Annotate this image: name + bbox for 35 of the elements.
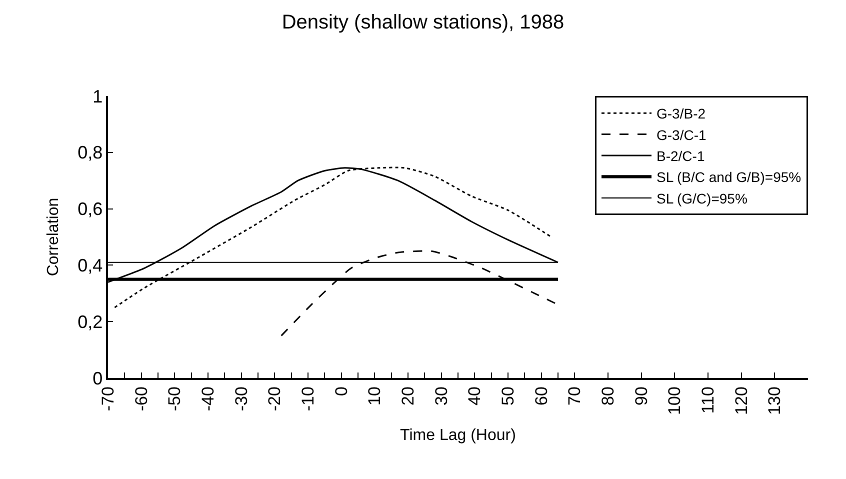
x-tick-label: 50 [498, 386, 518, 406]
x-tick-label: 100 [665, 386, 684, 415]
x-tick-label: 0 [332, 386, 351, 396]
x-axis-title: Time Lag (Hour) [400, 427, 516, 444]
x-tick-label: -20 [265, 386, 284, 412]
chart-title: Density (shallow stations), 1988 [282, 11, 564, 34]
legend-label: G-3/C-1 [656, 126, 706, 143]
x-tick-label: 30 [432, 386, 451, 406]
x-tick-label: 130 [765, 386, 784, 415]
x-tick-label: 120 [732, 386, 751, 415]
x-tick-label: 20 [398, 386, 418, 406]
y-tick-label: 0,6 [78, 199, 103, 220]
x-tick-label: 90 [632, 386, 651, 406]
y-tick-label: 0 [92, 368, 103, 388]
x-tick-label: 40 [465, 386, 484, 406]
x-tick-label: 70 [565, 386, 584, 406]
y-tick-label: 0,4 [78, 256, 103, 276]
legend-label: B-2/C-1 [656, 148, 705, 164]
x-tick-label: -70 [98, 386, 118, 412]
x-tick-label: 110 [698, 386, 718, 414]
y-axis-title: Correlation [45, 198, 62, 276]
legend-label: SL (B/C and G/B)=95% [656, 169, 802, 186]
x-tick-label: -50 [165, 386, 184, 412]
y-tick-label: 0,8 [78, 142, 103, 163]
x-tick-label: 10 [365, 386, 384, 406]
y-tick-label: 0,2 [78, 312, 103, 332]
legend-label: SL (G/C)=95% [656, 190, 748, 206]
legend-label: G-3/B-2 [656, 106, 706, 122]
x-tick-label: -60 [132, 386, 151, 412]
x-tick-label: -40 [198, 386, 218, 412]
x-tick-label: 80 [598, 386, 618, 406]
x-tick-label: 60 [532, 386, 551, 406]
y-tick-label: 1 [92, 86, 103, 106]
x-tick-label: -30 [232, 386, 251, 412]
x-tick-label: -10 [298, 386, 318, 412]
